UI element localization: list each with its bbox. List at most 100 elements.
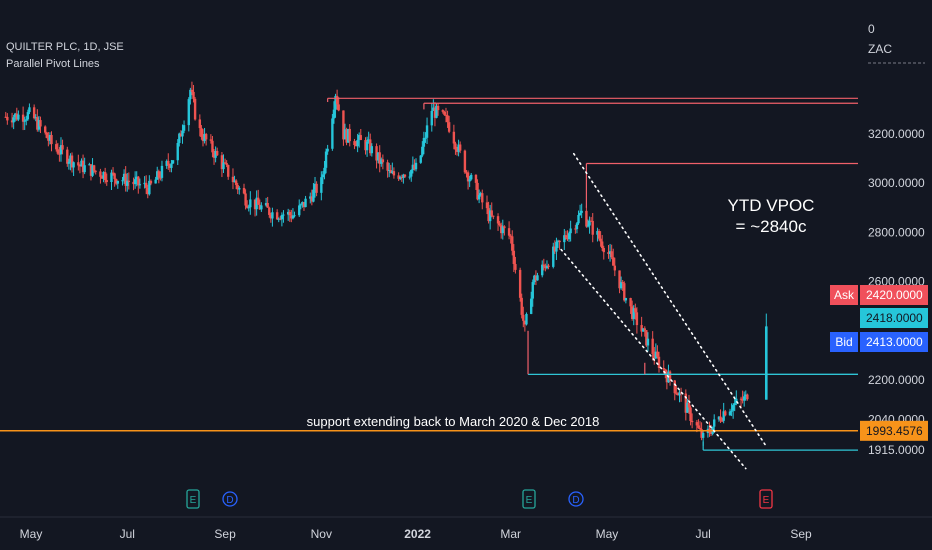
candle-body: [634, 308, 637, 313]
time-tick-label: Sep: [214, 527, 236, 541]
candle-body: [490, 210, 493, 216]
candle-body: [441, 110, 445, 112]
candle-body: [12, 117, 15, 123]
candle-body: [378, 152, 381, 164]
earnings-marker[interactable]: E: [759, 489, 773, 509]
candle-body: [454, 143, 457, 150]
candle-body: [266, 203, 269, 208]
candle-body: [435, 105, 438, 118]
candle-body: [154, 179, 157, 184]
candle-body: [17, 114, 20, 120]
candle-body: [335, 95, 339, 105]
candle-body: [653, 353, 656, 359]
dividend-marker[interactable]: D: [568, 491, 584, 507]
candle-body: [275, 212, 279, 220]
candle-body: [511, 236, 514, 251]
candle-body: [520, 297, 523, 315]
candle-body: [23, 120, 26, 122]
candle-body: [558, 240, 561, 243]
candle-body: [419, 155, 422, 163]
candle-body: [182, 125, 186, 131]
candle-body: [47, 137, 50, 141]
candle-body: [444, 114, 448, 116]
candle-body: [28, 107, 31, 113]
marker-shape: [222, 491, 238, 507]
candle-body: [81, 160, 85, 173]
candle-body: [678, 392, 681, 396]
candle-body: [365, 141, 369, 151]
earnings-marker[interactable]: E: [186, 489, 200, 509]
candle-body: [282, 214, 285, 216]
time-tick-label: Nov: [311, 527, 332, 541]
candle-body: [720, 420, 724, 422]
candle-body: [430, 110, 433, 126]
candle-body: [56, 149, 60, 154]
candle-body: [542, 264, 546, 266]
candle-body: [364, 140, 367, 151]
candle-body: [247, 207, 250, 209]
price-tick-label: 2200.0000: [868, 373, 925, 387]
candle-body: [621, 282, 624, 284]
candle-body: [192, 91, 195, 99]
candles-layer: [4, 81, 768, 446]
candle-body: [332, 109, 336, 119]
candle-body: [231, 176, 235, 183]
candle-body: [176, 143, 179, 161]
candle-body: [596, 231, 599, 235]
support-annotation: support extending back to March 2020 & D…: [307, 414, 600, 429]
candle-body: [122, 173, 126, 181]
candle-body: [36, 117, 39, 130]
indicator-label[interactable]: Parallel Pivot Lines: [6, 58, 100, 70]
candle-body: [77, 162, 80, 166]
candle-body: [367, 139, 370, 142]
candle-body: [242, 187, 246, 194]
candle-body: [408, 176, 411, 178]
candle-body: [78, 165, 82, 167]
dividend-marker[interactable]: D: [222, 491, 238, 507]
candle-body: [10, 120, 14, 123]
candle-body: [503, 226, 506, 229]
candle-body: [709, 432, 713, 434]
candle-body: [337, 104, 340, 111]
time-tick-label: Jul: [696, 527, 711, 541]
candle-body: [463, 150, 467, 173]
candle-body: [536, 275, 539, 281]
candle-body: [496, 216, 500, 224]
candle-body: [701, 433, 705, 438]
earnings-marker[interactable]: E: [522, 489, 536, 509]
candle-body: [552, 246, 555, 267]
candle-body: [509, 235, 512, 237]
candle-body: [44, 126, 47, 133]
candle-body: [105, 180, 108, 182]
candle-body: [334, 95, 337, 110]
marker-shape: [522, 489, 536, 509]
candle-body: [264, 203, 268, 206]
candle-body: [15, 113, 18, 120]
candle-body: [92, 165, 96, 171]
candle-body: [193, 98, 197, 120]
candle-body: [541, 264, 544, 276]
candle-body: [233, 180, 236, 183]
candle-body: [178, 133, 181, 144]
candle-body: [657, 356, 661, 368]
candle-body: [72, 162, 75, 168]
candle-body: [353, 141, 356, 146]
candle-body: [697, 425, 700, 428]
candle-body: [578, 212, 582, 215]
candle-body: [187, 99, 190, 126]
candle-body: [181, 130, 184, 137]
candle-body: [146, 187, 149, 195]
marker-shape: [759, 489, 773, 509]
candle-body: [375, 146, 378, 161]
candle-body: [89, 164, 93, 176]
candle-body: [632, 308, 635, 319]
candle-body: [94, 170, 97, 172]
candle-body: [69, 155, 72, 163]
candle-body: [602, 248, 605, 253]
candle-body: [354, 145, 358, 147]
candle-body: [411, 164, 415, 171]
candle-body: [646, 338, 650, 346]
candle-body: [144, 182, 148, 188]
candle-body: [257, 197, 260, 205]
